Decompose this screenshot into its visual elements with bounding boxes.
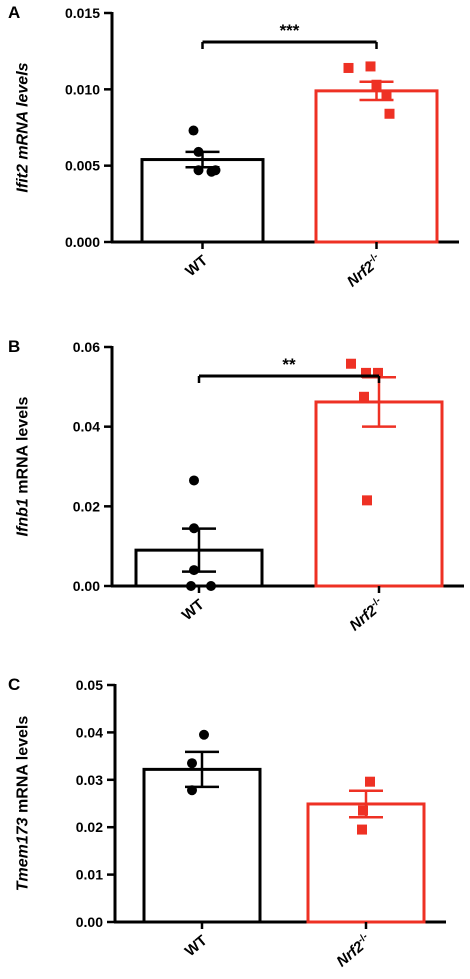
significance-label: ** xyxy=(282,355,296,374)
y-tick-label: 0.010 xyxy=(65,81,100,97)
y-axis-label-part: mRNA levels xyxy=(15,396,32,498)
bar-nrf2 xyxy=(314,89,439,244)
y-tick-label: 0.05 xyxy=(76,677,103,693)
panel-a: A 0.000 0.005 0.010 0.015 Ifit2 mRNA levels WT… xyxy=(8,3,459,290)
data-point xyxy=(210,165,221,176)
panel-label: A xyxy=(8,3,20,22)
panel-b: B 0.00 0.02 0.04 0.06 Ifnb1 mRNA levels WT Nrf2… xyxy=(8,337,464,634)
data-point xyxy=(381,90,392,101)
y-tick-label: 0.02 xyxy=(73,498,100,514)
y-tick-label: 0.06 xyxy=(73,339,100,355)
data-point xyxy=(187,785,197,796)
bar-nrf2 xyxy=(306,802,426,924)
x-tick-label: Nrf2-/- xyxy=(346,595,388,634)
data-point xyxy=(186,581,196,591)
data-point xyxy=(361,367,371,378)
y-tick-label: 0.00 xyxy=(76,914,103,930)
y-tick-label: 0.00 xyxy=(73,578,100,594)
data-point xyxy=(189,523,199,534)
x-tick-label: Nrf2-/- xyxy=(343,251,385,290)
y-axis-label: Tmem173 mRNA levels xyxy=(15,716,32,892)
y-axis-label-part: Tmem173 xyxy=(15,817,32,891)
data-point xyxy=(206,581,216,591)
significance-label: *** xyxy=(280,21,300,40)
y-tick-label: 0.04 xyxy=(73,419,100,435)
data-point xyxy=(357,824,367,835)
y-tick-label: 0.000 xyxy=(65,234,100,250)
y-tick-label: 0.04 xyxy=(76,724,103,740)
x-tick-label: Nrf2-/- xyxy=(333,931,375,970)
panel-label: B xyxy=(8,337,20,356)
bar-nrf2 xyxy=(314,400,444,588)
category-name: WT xyxy=(179,596,208,624)
data-point xyxy=(199,729,209,740)
y-tick-label: 0.005 xyxy=(65,158,100,174)
data-point xyxy=(384,108,395,119)
data-point xyxy=(371,79,382,90)
bar-wt xyxy=(142,767,262,924)
y-axis-label: Ifnb1 mRNA levels xyxy=(15,396,32,536)
data-point xyxy=(189,475,199,486)
category-name: WT xyxy=(182,932,211,960)
data-point xyxy=(189,565,199,576)
y-tick-label: 0.01 xyxy=(76,867,103,883)
data-point xyxy=(188,125,199,136)
data-point xyxy=(373,367,383,378)
data-point xyxy=(193,146,204,157)
x-tick-label: WT xyxy=(182,932,211,960)
y-axis-label: Ifit2 mRNA levels xyxy=(15,62,32,192)
data-point xyxy=(193,165,204,176)
data-point xyxy=(187,758,197,769)
panel-label: C xyxy=(8,675,20,694)
data-point xyxy=(343,62,354,73)
x-tick-label: WT xyxy=(179,596,208,624)
data-point xyxy=(365,61,376,72)
x-tick-label: WT xyxy=(182,252,211,280)
panel-c: C 0.00 0.01 0.02 0.03 0.04 0.05 Tmem173 mRNA le… xyxy=(8,675,446,970)
data-point xyxy=(362,495,372,506)
y-axis-label-part: Ifit2 mRNA levels xyxy=(15,62,32,192)
data-point xyxy=(358,805,368,816)
y-tick-label: 0.015 xyxy=(65,5,100,21)
category-name: WT xyxy=(182,252,211,280)
data-point xyxy=(346,358,356,369)
y-tick-label: 0.03 xyxy=(76,772,103,788)
y-axis-label-part: Ifnb1 xyxy=(15,498,32,536)
data-point xyxy=(365,776,375,787)
y-axis-label-part: mRNA levels xyxy=(15,716,32,818)
y-tick-label: 0.02 xyxy=(76,819,103,835)
data-point xyxy=(359,391,369,402)
